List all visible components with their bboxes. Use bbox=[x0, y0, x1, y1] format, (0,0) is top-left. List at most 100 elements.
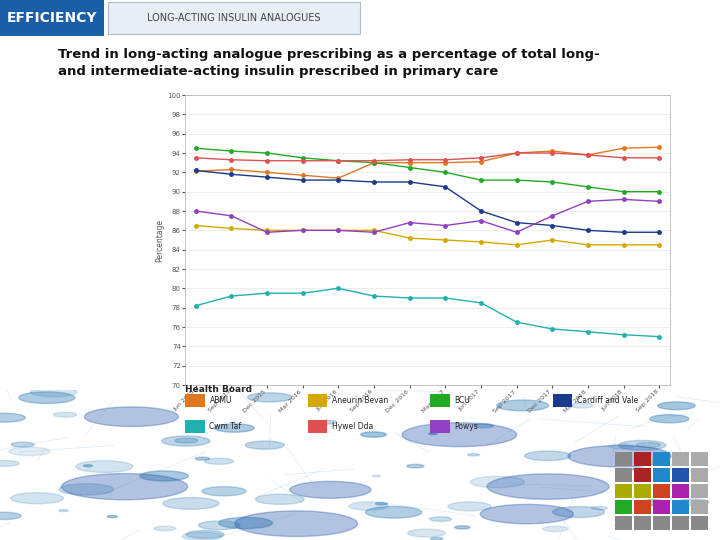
Circle shape bbox=[497, 400, 549, 411]
Circle shape bbox=[84, 407, 179, 427]
Text: Trend in long-acting analogue prescribing as a percentage of total long-
and int: Trend in long-acting analogue prescribin… bbox=[58, 48, 599, 78]
Cardiff and Vale bbox=[655, 229, 664, 235]
Cwm Taf bbox=[441, 295, 450, 301]
Hywel Dda bbox=[513, 150, 521, 156]
Circle shape bbox=[408, 529, 446, 537]
Text: ABMU: ABMU bbox=[210, 396, 232, 405]
Hywel Dda bbox=[369, 158, 378, 164]
Text: Cwm Taf: Cwm Taf bbox=[210, 422, 242, 431]
BCU bbox=[263, 150, 271, 156]
Circle shape bbox=[215, 424, 254, 432]
Line: Cwm Taf: Cwm Taf bbox=[194, 287, 661, 339]
Circle shape bbox=[470, 476, 525, 488]
Circle shape bbox=[639, 500, 667, 505]
Cardiff and Vale bbox=[548, 222, 557, 229]
Aneurin Bevan bbox=[548, 237, 557, 243]
Cardiff and Vale bbox=[513, 219, 521, 226]
Line: Cardiff and Vale: Cardiff and Vale bbox=[194, 168, 661, 234]
ABMU bbox=[263, 169, 271, 176]
Circle shape bbox=[552, 507, 605, 517]
Circle shape bbox=[84, 465, 92, 467]
Circle shape bbox=[636, 442, 660, 448]
Cwm Taf bbox=[655, 333, 664, 340]
Powys bbox=[334, 227, 343, 234]
Bar bbox=[672, 500, 689, 514]
BCU bbox=[548, 179, 557, 185]
Bar bbox=[653, 516, 670, 530]
Circle shape bbox=[407, 464, 424, 468]
BCU bbox=[655, 188, 664, 195]
Circle shape bbox=[349, 502, 389, 510]
Circle shape bbox=[62, 474, 188, 500]
Circle shape bbox=[543, 526, 568, 531]
ABMU bbox=[584, 152, 593, 158]
Bar bbox=[691, 484, 708, 498]
Bar bbox=[672, 451, 689, 466]
Circle shape bbox=[53, 412, 77, 417]
Bar bbox=[634, 500, 651, 514]
Line: Hywel Dda: Hywel Dda bbox=[194, 151, 661, 163]
Line: Aneurin Bevan: Aneurin Bevan bbox=[194, 224, 661, 247]
Aneurin Bevan bbox=[192, 222, 200, 229]
Powys bbox=[655, 198, 664, 205]
Hywel Dda bbox=[263, 158, 271, 164]
Powys bbox=[441, 222, 450, 229]
FancyBboxPatch shape bbox=[108, 2, 360, 34]
Hywel Dda bbox=[334, 158, 343, 164]
Circle shape bbox=[467, 454, 480, 456]
Cardiff and Vale bbox=[584, 227, 593, 234]
Line: Powys: Powys bbox=[194, 198, 661, 234]
ABMU bbox=[441, 159, 450, 166]
Circle shape bbox=[366, 507, 422, 518]
Circle shape bbox=[246, 441, 284, 449]
ABMU bbox=[477, 158, 485, 165]
Cwm Taf bbox=[584, 329, 593, 335]
Circle shape bbox=[11, 442, 34, 447]
Circle shape bbox=[525, 451, 571, 461]
Hywel Dda bbox=[619, 154, 628, 161]
Bar bbox=[634, 516, 651, 530]
Circle shape bbox=[431, 537, 443, 540]
Circle shape bbox=[204, 458, 233, 464]
Aneurin Bevan bbox=[477, 239, 485, 245]
Text: Hywel Dda: Hywel Dda bbox=[332, 422, 373, 431]
Hywel Dda bbox=[584, 152, 593, 158]
Powys bbox=[405, 219, 414, 226]
Bar bbox=[185, 394, 204, 407]
Circle shape bbox=[199, 521, 240, 530]
ABMU bbox=[548, 148, 557, 154]
Aneurin Bevan bbox=[369, 227, 378, 234]
Cardiff and Vale bbox=[298, 177, 307, 183]
Hywel Dda bbox=[192, 154, 200, 161]
BCU bbox=[227, 148, 235, 154]
Circle shape bbox=[59, 510, 68, 511]
Powys bbox=[619, 196, 628, 202]
Circle shape bbox=[186, 530, 224, 538]
Circle shape bbox=[658, 402, 695, 410]
Powys bbox=[227, 213, 235, 219]
Powys bbox=[263, 229, 271, 235]
Line: ABMU: ABMU bbox=[194, 145, 661, 180]
Aneurin Bevan bbox=[298, 227, 307, 234]
Circle shape bbox=[76, 461, 132, 472]
Hywel Dda bbox=[405, 157, 414, 163]
Circle shape bbox=[219, 517, 272, 529]
Circle shape bbox=[235, 511, 358, 536]
BCU bbox=[192, 145, 200, 151]
Bar bbox=[691, 468, 708, 482]
Circle shape bbox=[402, 423, 517, 447]
Bar bbox=[615, 451, 632, 466]
Text: Powys: Powys bbox=[454, 422, 478, 431]
Circle shape bbox=[256, 494, 305, 504]
Circle shape bbox=[610, 444, 634, 449]
Cwm Taf bbox=[298, 290, 307, 296]
Bar bbox=[691, 516, 708, 530]
Circle shape bbox=[182, 532, 222, 540]
Circle shape bbox=[677, 499, 709, 505]
Circle shape bbox=[361, 432, 387, 437]
Bar bbox=[615, 516, 632, 530]
BCU bbox=[405, 164, 414, 171]
Circle shape bbox=[59, 484, 114, 495]
Circle shape bbox=[591, 507, 608, 510]
Circle shape bbox=[568, 446, 671, 467]
